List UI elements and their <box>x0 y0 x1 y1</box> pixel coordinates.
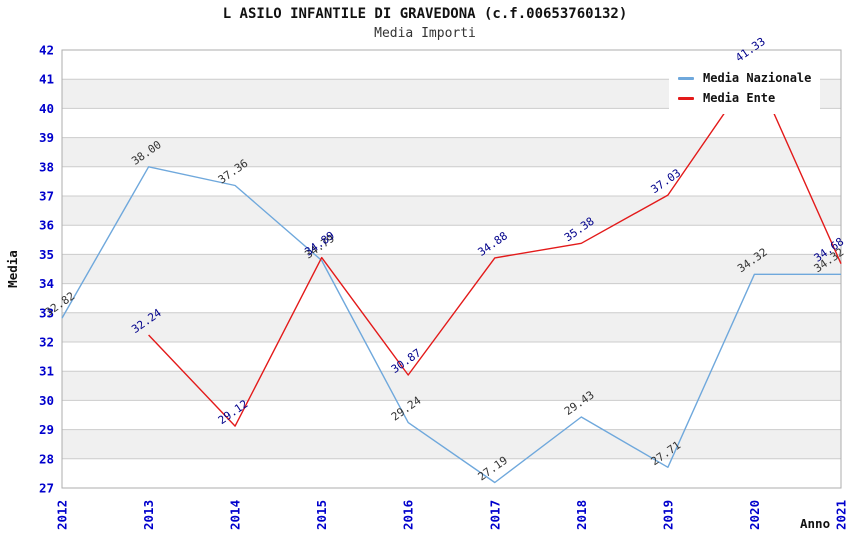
legend: Media Nazionale Media Ente <box>669 63 821 114</box>
plot-band <box>62 342 841 372</box>
y-tick-label: 32 <box>39 335 54 350</box>
y-axis-title: Media <box>5 250 20 288</box>
y-tick-label: 30 <box>39 393 54 408</box>
y-tick-label: 28 <box>39 451 54 466</box>
legend-label-media-ente: Media Ente <box>703 91 776 105</box>
plot-band <box>62 166 841 196</box>
x-axis-title: Anno <box>800 516 830 531</box>
legend-item-media-ente: Media Ente <box>678 88 811 108</box>
plot-band <box>62 429 841 459</box>
y-tick-label: 40 <box>39 101 54 116</box>
plot-band <box>62 196 841 226</box>
plot-band <box>62 137 841 167</box>
x-tick-label: 2015 <box>314 500 329 530</box>
legend-item-media-nazionale: Media Nazionale <box>678 68 811 88</box>
y-tick-label: 42 <box>39 43 54 58</box>
y-tick-label: 35 <box>39 247 54 262</box>
y-tick-label: 34 <box>39 276 54 291</box>
x-tick-label: 2013 <box>141 500 156 530</box>
legend-swatch-media-ente <box>678 96 694 100</box>
plot-band <box>62 312 841 342</box>
series-line-0 <box>61 166 841 484</box>
y-tick-label: 29 <box>39 422 54 437</box>
x-tick-label: 2018 <box>574 500 589 530</box>
chart-title: L ASILO INFANTILE DI GRAVEDONA (c.f.0065… <box>222 6 628 22</box>
y-tick-label: 37 <box>39 189 54 204</box>
legend-swatch-media-nazionale <box>678 76 694 80</box>
plot-band <box>62 458 841 488</box>
chart-subtitle: Media Importi <box>374 26 476 41</box>
y-tick-label: 38 <box>39 159 54 174</box>
plot-band <box>62 400 841 430</box>
x-tick-label: 2021 <box>834 500 849 530</box>
x-tick-label: 2012 <box>55 500 70 530</box>
legend-label-media-nazionale: Media Nazionale <box>703 71 812 85</box>
plot-border <box>61 49 842 489</box>
y-tick-label: 27 <box>39 481 54 496</box>
y-tick-label: 41 <box>39 72 54 87</box>
plot-band <box>62 371 841 401</box>
x-tick-label: 2016 <box>401 500 416 530</box>
x-tick-label: 2019 <box>660 500 675 530</box>
x-tick-label: 2017 <box>487 500 502 530</box>
y-tick-label: 36 <box>39 218 54 233</box>
x-tick-label: 2020 <box>747 500 762 530</box>
plot-band <box>62 225 841 255</box>
x-tick-label: 2014 <box>228 500 243 530</box>
y-tick-label: 33 <box>39 305 54 320</box>
y-tick-label: 39 <box>39 130 54 145</box>
plot-band <box>62 254 841 284</box>
y-tick-label: 31 <box>39 364 54 379</box>
plot-band <box>62 283 841 313</box>
